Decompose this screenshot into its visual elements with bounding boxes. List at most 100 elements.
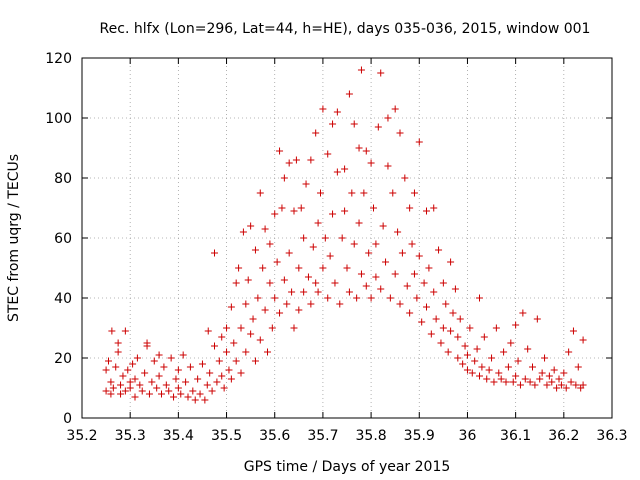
data-point bbox=[261, 225, 269, 233]
data-point bbox=[423, 303, 430, 311]
data-point bbox=[285, 249, 293, 257]
data-point bbox=[370, 204, 377, 212]
data-point bbox=[259, 264, 267, 272]
data-point bbox=[406, 204, 414, 212]
data-point bbox=[512, 321, 520, 329]
data-point bbox=[309, 243, 317, 251]
data-point bbox=[266, 279, 274, 287]
data-point bbox=[365, 249, 373, 257]
data-point bbox=[521, 375, 529, 383]
data-point bbox=[415, 252, 423, 260]
data-point bbox=[203, 381, 211, 389]
data-point bbox=[413, 294, 421, 302]
data-point bbox=[213, 378, 221, 386]
chart-title: Rec. hlfx (Lon=296, Lat=44, h=HE), days … bbox=[100, 21, 591, 37]
data-point bbox=[136, 381, 144, 389]
data-point bbox=[167, 354, 175, 362]
data-point bbox=[237, 369, 245, 377]
data-point bbox=[143, 342, 151, 350]
data-point bbox=[418, 318, 426, 326]
data-point bbox=[492, 324, 500, 332]
data-point bbox=[430, 204, 438, 212]
data-point bbox=[150, 357, 158, 365]
data-point bbox=[574, 363, 582, 371]
x-tick-label: 36.2 bbox=[548, 428, 579, 444]
data-point bbox=[283, 300, 291, 308]
data-point bbox=[112, 363, 120, 371]
y-axis-label: STEC from uqrg / TECUs bbox=[6, 154, 22, 322]
data-point bbox=[196, 390, 204, 398]
data-point bbox=[153, 384, 161, 392]
data-point bbox=[211, 342, 218, 350]
data-point bbox=[579, 381, 587, 389]
data-point bbox=[155, 372, 163, 380]
data-point bbox=[391, 270, 399, 278]
data-point bbox=[367, 294, 375, 302]
data-point bbox=[170, 393, 178, 401]
x-tick-label: 36 bbox=[459, 428, 477, 444]
data-point bbox=[300, 234, 308, 242]
data-point bbox=[355, 219, 363, 227]
data-point bbox=[526, 378, 534, 386]
data-point bbox=[182, 378, 190, 386]
data-point bbox=[295, 306, 303, 314]
data-point bbox=[408, 240, 416, 248]
data-point bbox=[126, 378, 134, 386]
data-point bbox=[319, 264, 327, 272]
data-point bbox=[367, 159, 375, 167]
data-point bbox=[478, 363, 486, 371]
data-point bbox=[341, 165, 349, 173]
x-tick-label: 35.5 bbox=[211, 428, 242, 444]
data-point bbox=[174, 366, 182, 374]
data-point bbox=[362, 282, 370, 290]
data-point bbox=[239, 228, 247, 236]
data-point bbox=[155, 351, 163, 359]
data-point bbox=[307, 300, 315, 308]
data-point bbox=[538, 369, 546, 377]
data-point bbox=[343, 264, 351, 272]
data-point bbox=[490, 378, 498, 386]
data-point bbox=[172, 375, 180, 383]
data-point bbox=[249, 315, 257, 323]
data-point bbox=[261, 306, 269, 314]
data-point bbox=[297, 204, 305, 212]
y-tick-label: 20 bbox=[54, 351, 72, 367]
data-point bbox=[442, 300, 450, 308]
data-point bbox=[324, 294, 332, 302]
data-point bbox=[280, 174, 288, 182]
data-point bbox=[437, 339, 445, 347]
data-point bbox=[300, 288, 308, 296]
x-tick-labels: 35.2 35.3 35.4 35.5 35.6 35.7 35.8 35.9 36 36.1 36… bbox=[66, 428, 627, 444]
data-point bbox=[459, 360, 467, 368]
data-point bbox=[454, 333, 462, 341]
data-point bbox=[204, 327, 212, 335]
data-point bbox=[567, 378, 575, 386]
data-point bbox=[141, 369, 149, 377]
data-point bbox=[350, 120, 358, 128]
data-point bbox=[398, 249, 406, 257]
data-point bbox=[500, 348, 508, 356]
data-point bbox=[406, 309, 414, 317]
data-point bbox=[372, 240, 380, 248]
data-point bbox=[201, 396, 209, 404]
data-point bbox=[439, 279, 447, 287]
data-point bbox=[124, 366, 132, 374]
data-point bbox=[271, 294, 279, 302]
data-point bbox=[271, 210, 279, 218]
data-point bbox=[288, 288, 296, 296]
data-point bbox=[165, 387, 173, 395]
data-point bbox=[476, 372, 483, 380]
data-point bbox=[108, 327, 116, 335]
data-point bbox=[362, 147, 370, 155]
data-point bbox=[251, 357, 259, 365]
data-point bbox=[329, 210, 337, 218]
data-point bbox=[357, 66, 365, 74]
data-point bbox=[420, 279, 428, 287]
data-point bbox=[502, 378, 510, 386]
data-point bbox=[338, 234, 346, 242]
data-point bbox=[129, 360, 137, 368]
data-point bbox=[396, 129, 404, 137]
data-point bbox=[314, 288, 322, 296]
data-point bbox=[444, 348, 452, 356]
